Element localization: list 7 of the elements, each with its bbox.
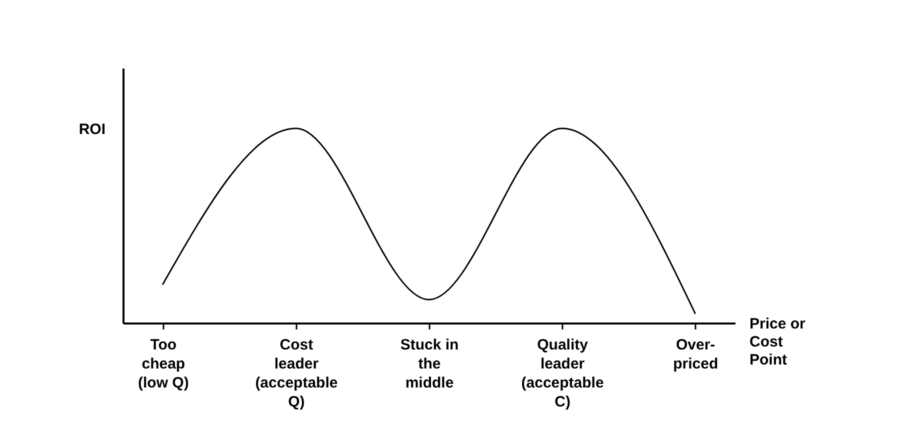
y-axis-title: ROI xyxy=(78,120,106,138)
x-tick-label: Too cheap (low Q) xyxy=(138,336,189,392)
x-tick-label: Stuck in the middle xyxy=(400,336,459,392)
x-tick-label: Quality leader (acceptable C) xyxy=(521,336,604,410)
x-axis-title: Price or Cost Point xyxy=(750,316,806,368)
x-tick-label: Cost leader (acceptable Q) xyxy=(255,336,338,410)
x-tick-label: Over-priced xyxy=(673,336,718,372)
